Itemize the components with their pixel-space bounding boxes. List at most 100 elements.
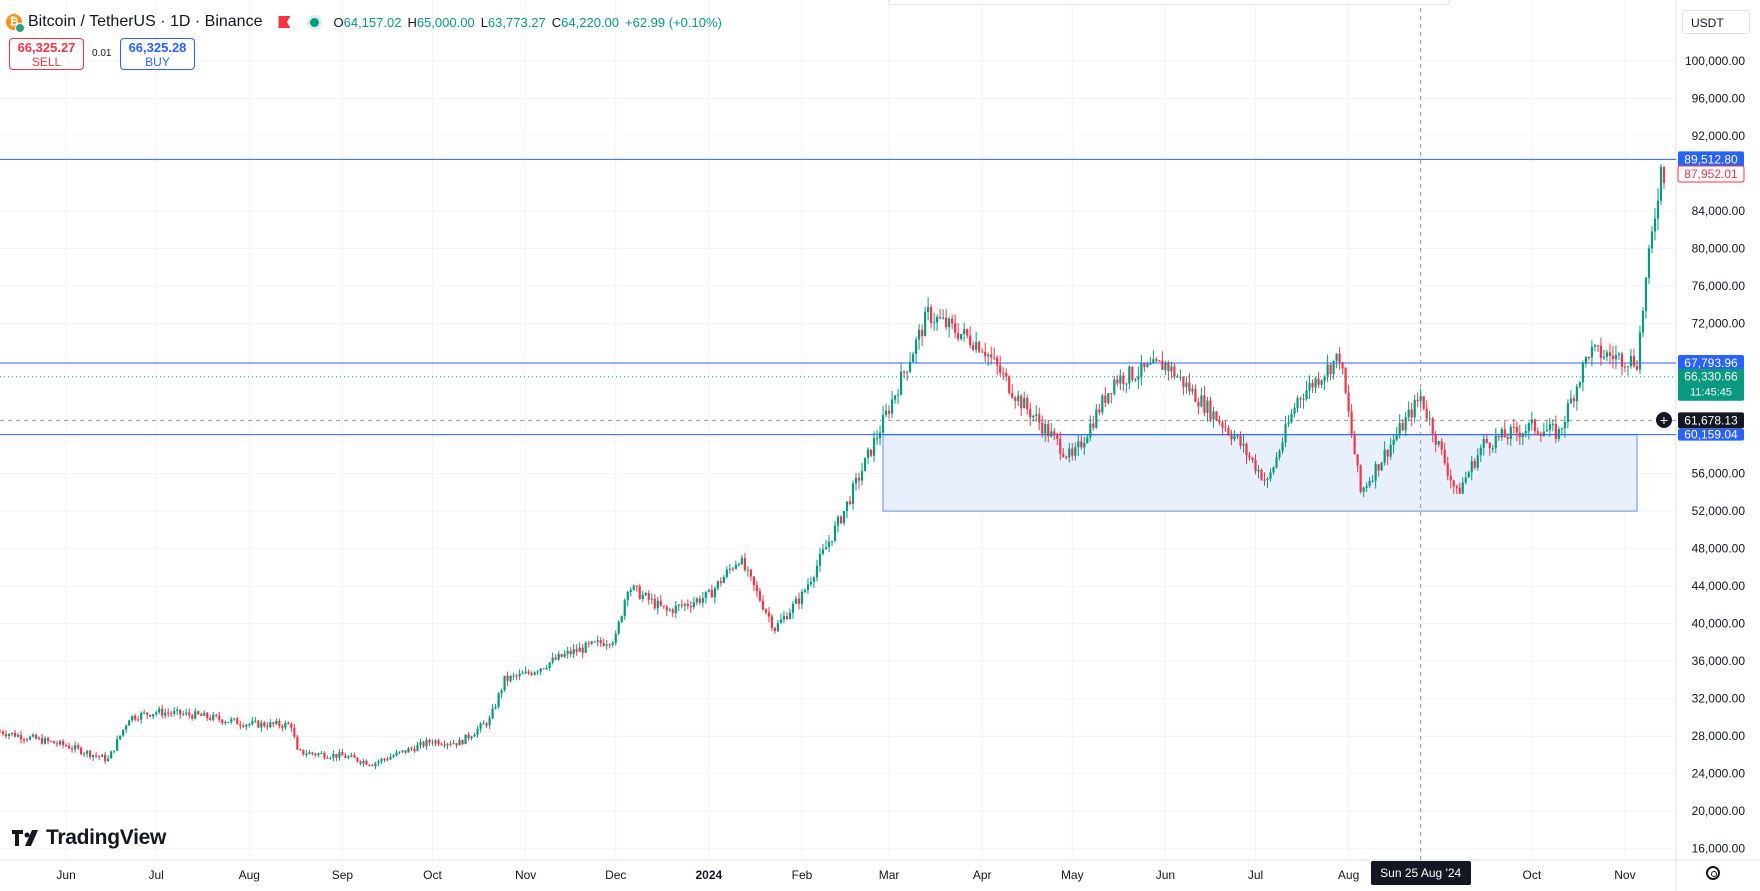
candle-body [1266, 478, 1269, 480]
price-tick-label: 28,000.00 [1692, 729, 1746, 743]
candle-body [1479, 447, 1482, 456]
candle-body [575, 649, 578, 652]
price-tick-label: 100,000.00 [1685, 54, 1745, 68]
candle-body [365, 760, 368, 765]
candle-body [725, 569, 728, 577]
candle-body [1203, 395, 1206, 413]
candle-body [1500, 429, 1503, 438]
candle-body [443, 744, 446, 746]
candle-body [434, 740, 437, 744]
candle-body [770, 616, 774, 628]
top-toolbar-tab[interactable] [888, 0, 1450, 5]
candle-body [1251, 457, 1254, 460]
candle-body [215, 714, 218, 716]
candle-body [656, 600, 659, 609]
candle-body [954, 323, 957, 333]
candle-body [1506, 437, 1509, 439]
candle-body [1284, 424, 1287, 443]
add-alert-plus-icon[interactable]: + [1656, 412, 1672, 429]
last-price-label: 66,330.66 [1684, 370, 1738, 384]
candle-body [1476, 455, 1479, 468]
candle-body [809, 581, 813, 585]
candle-body [37, 737, 41, 739]
candle-body [1239, 435, 1242, 446]
support-zone-rectangle[interactable] [882, 433, 1638, 512]
candle-body [1362, 487, 1365, 492]
candle-body [779, 619, 783, 624]
candle-body [317, 753, 320, 755]
symbol-title[interactable]: Bitcoin / TetherUS · 1D · Binance [28, 13, 263, 30]
tradingview-logo[interactable]: TradingView [12, 826, 166, 850]
candle-body [1014, 397, 1017, 402]
candle-body [239, 724, 242, 726]
candle-body [1389, 444, 1392, 457]
candle-body [1260, 469, 1263, 480]
candle-body [993, 357, 996, 359]
price-tick-label: 48,000.00 [1692, 542, 1746, 556]
candle-body [731, 568, 734, 570]
candle-body [830, 540, 834, 542]
candle-body [125, 725, 128, 730]
candle-body [626, 592, 629, 601]
candle-body [431, 742, 434, 744]
candle-body [530, 673, 533, 675]
candle-body [1581, 362, 1584, 383]
candle-body [1236, 435, 1239, 437]
currency-selector[interactable]: USDT [1682, 10, 1750, 34]
candle-body [1494, 435, 1497, 449]
candle-body [455, 743, 458, 746]
price-tick-label: 36,000.00 [1692, 654, 1746, 668]
candle-body [1473, 461, 1476, 468]
candle-body [842, 510, 846, 524]
candle-body [701, 598, 704, 603]
candle-body [1446, 463, 1449, 476]
candle-body [1386, 449, 1389, 457]
settings-gear-icon[interactable] [1706, 866, 1720, 880]
candle-body [281, 725, 284, 728]
candle-body [83, 753, 86, 755]
candle-body [1092, 423, 1095, 428]
candle-body [464, 734, 467, 745]
candle-body [482, 723, 485, 725]
price-tick-label: 92,000.00 [1692, 129, 1746, 143]
candle-body [1065, 456, 1068, 458]
candle-body [554, 657, 557, 660]
buy-button[interactable]: 66,325.28 BUY [120, 38, 195, 70]
sell-button[interactable]: 66,325.27 SELL [9, 38, 84, 70]
candle-body [887, 410, 891, 414]
candle-body [1482, 438, 1485, 448]
candle-body [1392, 439, 1395, 445]
candle-body [1572, 398, 1575, 402]
candle-body [1302, 399, 1305, 401]
candle-body [1383, 449, 1386, 463]
candle-body [266, 726, 269, 728]
candle-body [1041, 422, 1044, 434]
candle-body [1455, 486, 1458, 488]
candle-body [1350, 411, 1353, 435]
candle-body [1221, 422, 1224, 428]
flag-icon[interactable] [278, 16, 291, 28]
price-tick-label: 76,000.00 [1692, 279, 1746, 293]
low-value: 63,773.27 [487, 14, 546, 30]
candle-body [335, 753, 338, 758]
candle-body [578, 647, 581, 652]
candle-body [848, 501, 852, 504]
candle-body [116, 739, 119, 751]
candle-body [52, 741, 56, 744]
candle-body [1566, 403, 1569, 423]
candle-body [740, 558, 743, 565]
candle-body [620, 616, 623, 622]
candle-body [209, 717, 212, 720]
candle-body [815, 565, 819, 578]
candle-body [1074, 447, 1077, 456]
candle-body [1002, 372, 1005, 374]
price-tick-label: 24,000.00 [1692, 767, 1746, 781]
candle-body [473, 734, 476, 737]
candle-body [593, 641, 596, 643]
candle-body [572, 649, 575, 655]
candle-body [503, 675, 506, 691]
candle-body [212, 714, 215, 720]
candle-body [716, 581, 719, 589]
candle-body [899, 371, 903, 395]
